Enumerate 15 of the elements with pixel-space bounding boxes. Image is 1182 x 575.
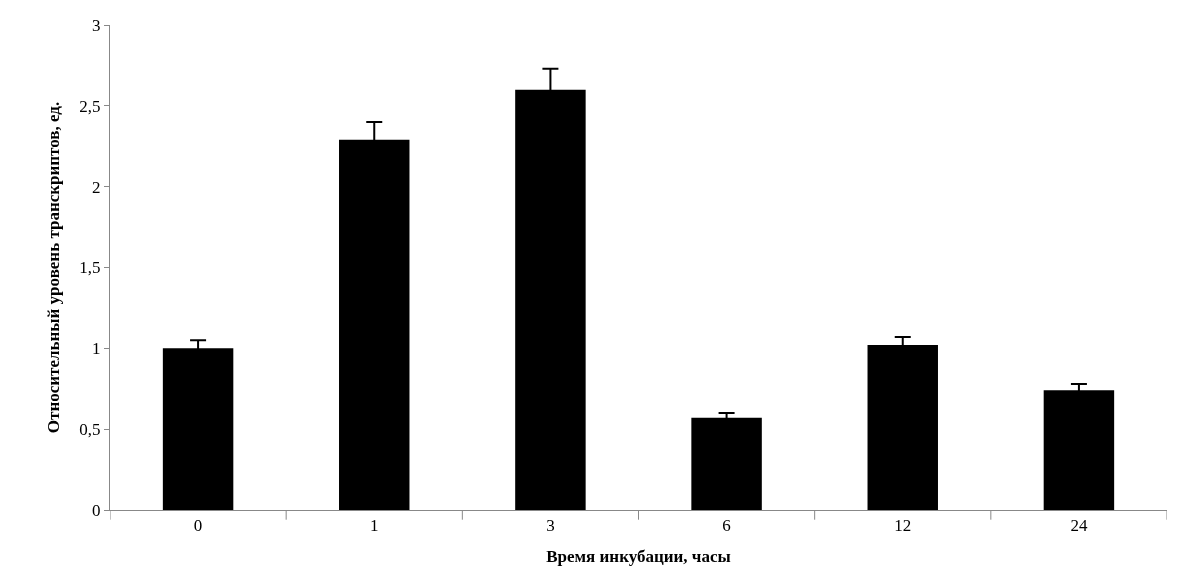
x-tick-label: 6 (722, 516, 731, 536)
x-tick-label: 1 (370, 516, 379, 536)
x-tick-label: 0 (193, 516, 203, 536)
y-tick-label: 1 (92, 339, 101, 359)
x-axis-title: Время инкубации, часы (546, 546, 731, 566)
y-tick-label: 0,5 (79, 420, 101, 440)
x-tick-label: 3 (546, 516, 555, 536)
y-tick-label: 3 (92, 15, 101, 35)
x-tick-label: 12 (894, 516, 912, 536)
y-tick-label: 0 (92, 500, 101, 520)
y-tick-label: 1,5 (79, 258, 101, 278)
y-axis-title: Относительный уровень транскриптов, ед. (43, 101, 63, 434)
y-tick-label: 2 (92, 177, 101, 197)
x-tick-label: 24 (1070, 516, 1088, 536)
y-tick-label: 2,5 (79, 96, 101, 116)
